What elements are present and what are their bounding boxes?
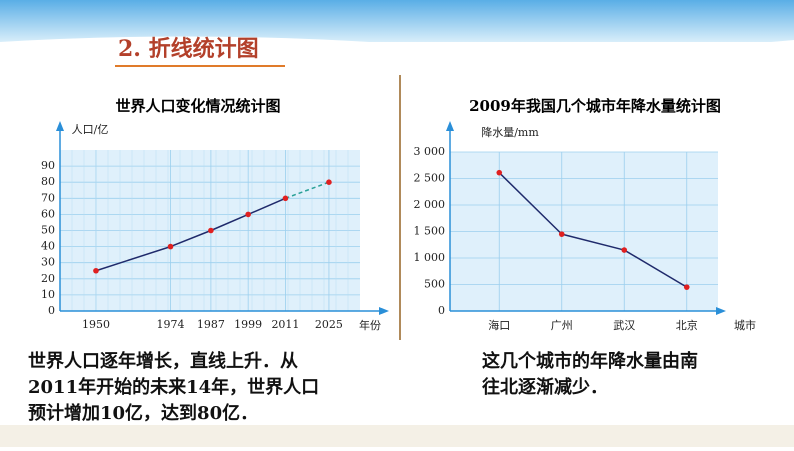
x-tick-label: 1950 bbox=[82, 318, 110, 331]
y-tick-label: 80 bbox=[41, 175, 55, 188]
y-tick-label: 60 bbox=[41, 207, 55, 220]
y-tick-label: 40 bbox=[41, 240, 55, 253]
y-tick-label: 30 bbox=[41, 256, 55, 269]
line-segment bbox=[210, 213, 249, 232]
cloud-edge bbox=[0, 36, 794, 60]
y-axis-label: 降水量/mm bbox=[481, 125, 539, 139]
heading: 2. 折线统计图 bbox=[118, 36, 259, 62]
x-axis-label: 年份 bbox=[359, 318, 381, 332]
y-tick-label: 90 bbox=[41, 159, 55, 172]
line-segment bbox=[623, 249, 688, 288]
data-point bbox=[208, 227, 214, 234]
data-point bbox=[282, 195, 289, 202]
y-axis-arrow bbox=[446, 121, 454, 131]
y-tick-label: 2 500 bbox=[414, 172, 446, 185]
x-tick-label: 海口 bbox=[488, 318, 510, 332]
y-tick-label: 3 000 bbox=[414, 145, 446, 158]
y-tick-label: 2 000 bbox=[414, 198, 446, 211]
footer-strip bbox=[0, 425, 794, 447]
caption: 这几个城市的年降水量由南 bbox=[482, 350, 698, 372]
line-segment bbox=[285, 181, 330, 200]
line-segment bbox=[95, 245, 171, 272]
x-tick-label: 1999 bbox=[234, 318, 262, 331]
x-axis-arrow bbox=[716, 307, 726, 315]
data-point bbox=[245, 211, 251, 218]
chart-title: 2009年我国几个城市年降水量统计图 bbox=[469, 97, 721, 115]
y-tick-label: 1 000 bbox=[414, 251, 446, 264]
chart-title: 世界人口变化情况统计图 bbox=[115, 97, 280, 115]
caption: 预计增加10亿，达到80亿． bbox=[28, 402, 258, 424]
x-axis-label: 城市 bbox=[734, 318, 756, 332]
y-tick-label: 70 bbox=[41, 191, 55, 204]
y-tick-label: 500 bbox=[424, 278, 445, 291]
y-tick-label: 10 bbox=[41, 288, 55, 301]
caption: 2011年开始的未来14年，世界人口 bbox=[28, 376, 319, 398]
y-tick-label: 0 bbox=[48, 304, 55, 317]
data-point bbox=[558, 231, 565, 237]
data-point bbox=[496, 169, 503, 176]
caption: 往北逐渐减少． bbox=[482, 376, 608, 398]
y-tick-label: 20 bbox=[41, 272, 55, 285]
line-segment bbox=[247, 197, 286, 216]
data-point bbox=[326, 179, 332, 185]
x-axis-arrow bbox=[379, 307, 389, 315]
x-tick-label: 1987 bbox=[197, 318, 225, 331]
caption: 世界人口逐年增长，直线上升．从 bbox=[28, 350, 298, 372]
y-tick-label: 1 500 bbox=[414, 225, 446, 238]
data-point bbox=[683, 284, 690, 290]
x-tick-label: 北京 bbox=[676, 318, 698, 332]
x-tick-label: 2025 bbox=[315, 318, 343, 331]
x-tick-label: 武汉 bbox=[613, 319, 635, 332]
y-axis-arrow bbox=[56, 121, 64, 131]
x-tick-label: 1974 bbox=[157, 318, 185, 331]
y-tick-label: 50 bbox=[41, 224, 55, 237]
y-axis-label: 人口/亿 bbox=[72, 123, 109, 136]
data-point bbox=[167, 243, 174, 250]
x-tick-label: 广州 bbox=[551, 319, 573, 332]
line-segment bbox=[170, 229, 212, 248]
data-point bbox=[621, 247, 628, 253]
y-tick-label: 0 bbox=[438, 304, 445, 317]
data-point bbox=[93, 267, 99, 274]
line-segment bbox=[498, 172, 563, 235]
x-tick-label: 2011 bbox=[271, 318, 299, 331]
sky-banner bbox=[0, 0, 794, 42]
line-segment bbox=[561, 233, 625, 251]
